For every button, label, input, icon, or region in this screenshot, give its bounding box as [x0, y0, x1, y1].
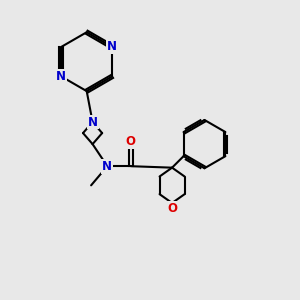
- Text: N: N: [102, 160, 112, 173]
- Text: O: O: [167, 202, 177, 215]
- Text: O: O: [126, 135, 136, 148]
- Text: N: N: [56, 70, 66, 83]
- Text: N: N: [107, 40, 117, 53]
- Text: N: N: [88, 116, 98, 128]
